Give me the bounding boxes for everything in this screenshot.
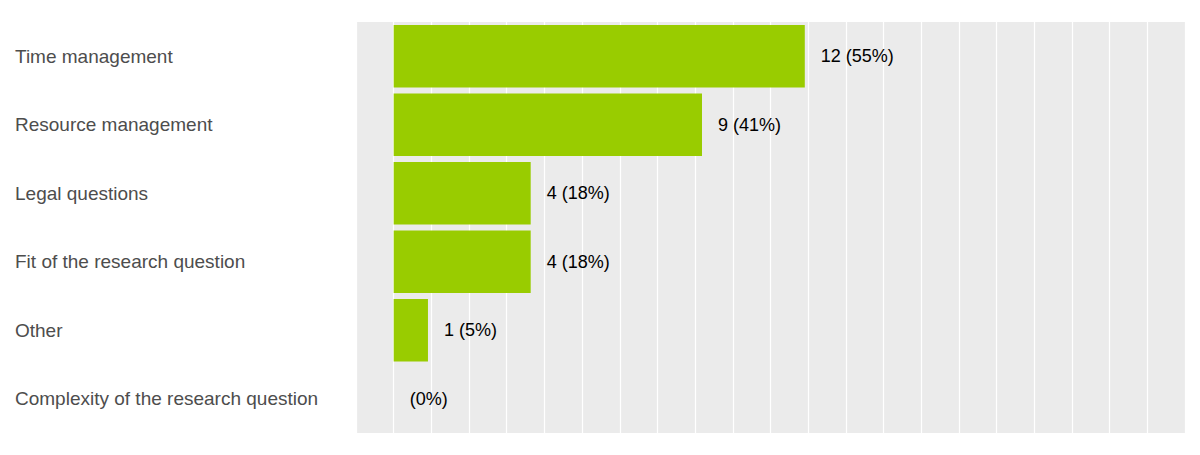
- svg-text:4 (18%): 4 (18%): [547, 252, 610, 272]
- svg-text:12 (55%): 12 (55%): [821, 46, 894, 66]
- svg-text:Time management: Time management: [15, 46, 173, 67]
- svg-text:Other: Other: [15, 320, 63, 341]
- svg-text:4 (18%): 4 (18%): [547, 183, 610, 203]
- svg-text:Resource management: Resource management: [15, 114, 213, 135]
- svg-text:9 (41%): 9 (41%): [718, 115, 781, 135]
- svg-text:(0%): (0%): [410, 389, 448, 409]
- svg-text:Fit of the research question: Fit of the research question: [15, 251, 245, 272]
- svg-text:Complexity of the research que: Complexity of the research question: [15, 388, 318, 409]
- svg-text:1 (5%): 1 (5%): [444, 320, 497, 340]
- svg-text:Legal questions: Legal questions: [15, 183, 148, 204]
